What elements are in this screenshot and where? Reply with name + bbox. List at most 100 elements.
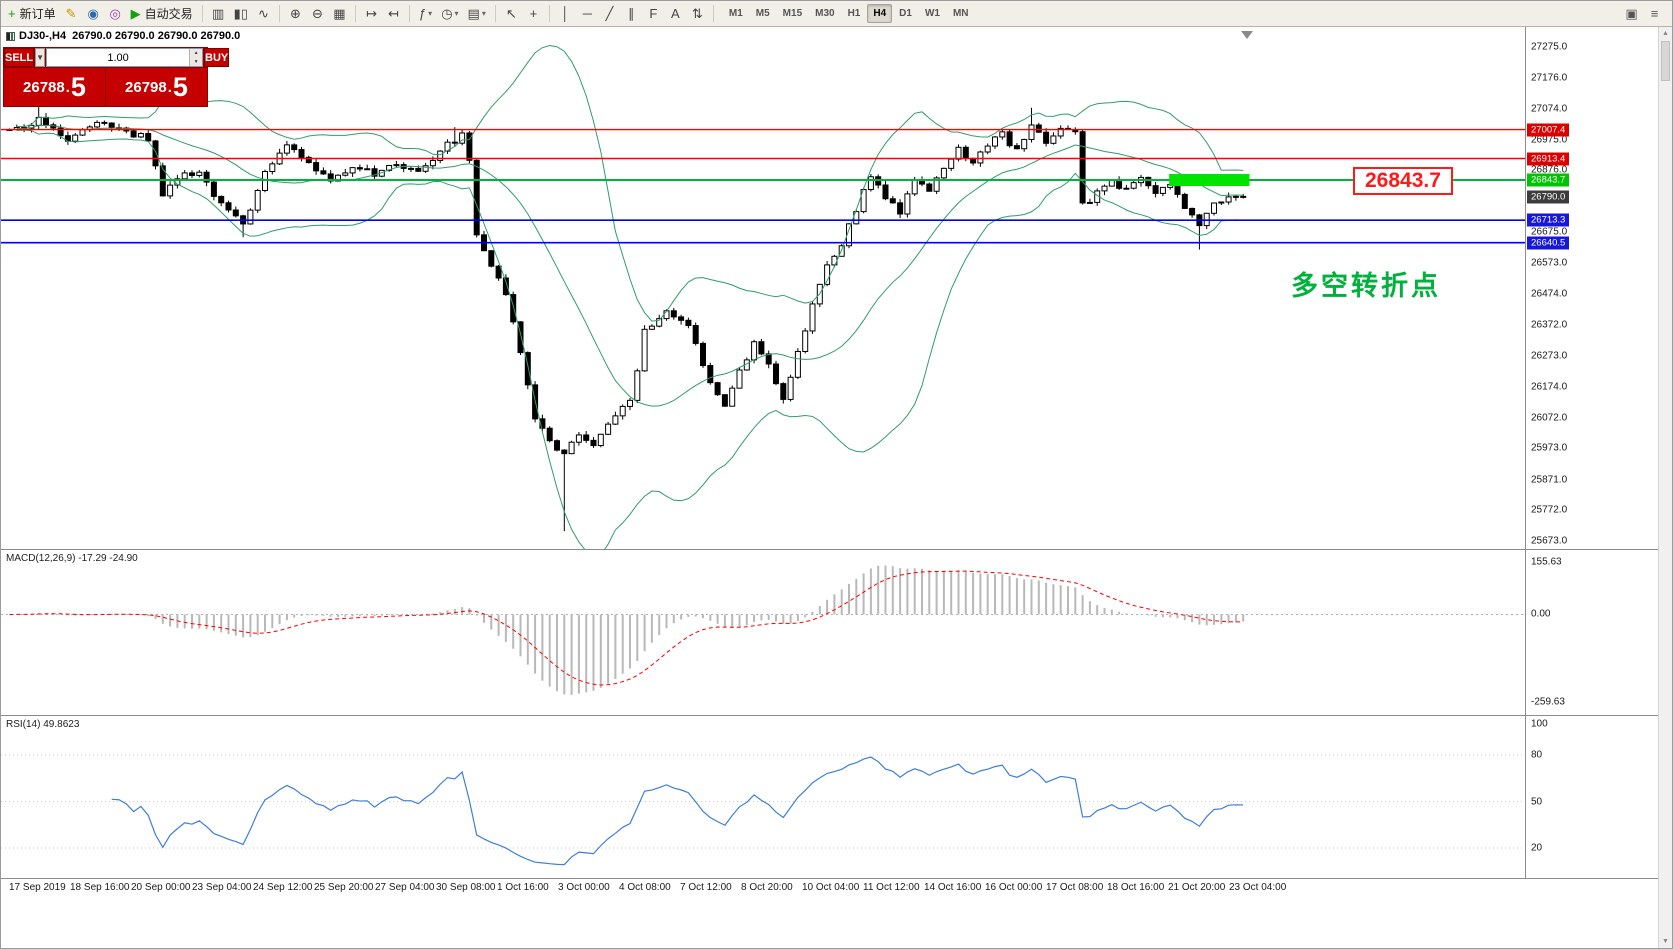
volume-dropdown-button[interactable]: ▼ <box>35 48 46 67</box>
sell-price-main: 26788 <box>23 78 65 96</box>
scroll-down-button[interactable]: ▼ <box>1662 938 1669 945</box>
data-window-icon[interactable]: ▣ <box>1621 3 1642 24</box>
indicators-icon[interactable]: ƒ ▾ <box>415 3 436 24</box>
time-axis-label: 8 Oct 20:00 <box>741 882 793 893</box>
auto-scroll-icon: ↦ <box>365 6 377 21</box>
time-axis-label: 23 Oct 04:00 <box>1229 882 1287 893</box>
templates-icon-dropdown-arrow: ▾ <box>481 9 486 18</box>
buy-button[interactable]: BUY <box>204 48 230 67</box>
periods-icon[interactable]: ◷ ▾ <box>437 3 462 24</box>
mql-editor-icon: ✎ <box>65 6 77 21</box>
price-axis-label: 26975.0 <box>1531 134 1568 145</box>
timeframe-m30[interactable]: M30 <box>809 4 840 23</box>
signals-icon: ◎ <box>109 6 121 21</box>
buy-price-dot: . <box>167 78 172 96</box>
zoom-out-icon[interactable]: ⊖ <box>307 3 328 24</box>
fibonacci-icon: F <box>649 6 658 21</box>
trade-panel-controls: SELL ▼ ▲ ▼ BUY <box>4 48 230 67</box>
chart-plot[interactable] <box>1 27 1525 549</box>
toolbar-right: ▣ ≡ <box>1621 3 1669 24</box>
crosshair-icon[interactable]: + <box>523 3 544 24</box>
volume-decrease-button[interactable]: ▼ <box>190 57 203 66</box>
horizontal-line-icon[interactable]: ─ <box>577 3 598 24</box>
arrows-icon: ⇅ <box>691 6 703 21</box>
price-tag-26843.7: 26843.7 <box>1527 173 1570 187</box>
periods-icon-dropdown-arrow: ▾ <box>454 9 459 18</box>
volume-input[interactable] <box>47 49 190 66</box>
timeframe-m15[interactable]: M15 <box>777 4 808 23</box>
toolbar-separator <box>712 5 714 22</box>
buy-price-main: 26798 <box>125 78 167 96</box>
channel-icon[interactable]: ∥ <box>621 3 642 24</box>
macd-plot[interactable] <box>1 550 1525 715</box>
mql-editor-icon[interactable]: ✎ <box>61 3 82 24</box>
timeframe-w1[interactable]: W1 <box>919 4 946 23</box>
highlight-rectangle[interactable] <box>1169 173 1250 186</box>
templates-icon[interactable]: ▤ ▾ <box>464 3 490 24</box>
vertical-line-icon[interactable]: │ <box>555 3 576 24</box>
time-axis-label: 4 Oct 08:00 <box>619 882 671 893</box>
auto-trading-button[interactable]: ▶ 自动交易 <box>127 3 197 24</box>
rsi-panel[interactable]: RSI(14) 49.8623 100 80 50 20 <box>1 716 1660 879</box>
time-axis-label: 16 Oct 00:00 <box>985 882 1043 893</box>
tile-windows-icon[interactable]: ▦ <box>329 3 350 24</box>
candlestick-mode-icon[interactable]: ▮▯ <box>230 3 252 24</box>
macd-signal-line <box>9 570 1244 686</box>
fibonacci-icon[interactable]: F <box>643 3 664 24</box>
bar-chart-mode-icon[interactable]: ▥ <box>208 3 229 24</box>
auto-scroll-icon[interactable]: ↦ <box>361 3 382 24</box>
text-label-icon[interactable]: A <box>665 3 686 24</box>
cursor-icon[interactable]: ↖ <box>501 3 522 24</box>
sell-price-fraction: 5 <box>70 71 86 102</box>
time-axis[interactable]: 17 Sep 2019 18 Sep 16:00 20 Sep 00:00 23 Se… <box>1 879 1525 896</box>
volume-box: ▲ ▼ <box>46 48 204 67</box>
time-axis-label: 18 Oct 16:00 <box>1107 882 1165 893</box>
chart-shift-icon[interactable]: ↤ <box>383 3 404 24</box>
scroll-up-button[interactable]: ▲ <box>1662 30 1669 37</box>
sell-button[interactable]: SELL <box>4 48 35 67</box>
timeframe-m5[interactable]: M5 <box>750 4 776 23</box>
timeframe-mn[interactable]: MN <box>947 4 975 23</box>
scrollbar-thumb[interactable] <box>1661 41 1670 81</box>
one-click-trading-panel: SELL ▼ ▲ ▼ BUY 26788.5 <box>3 47 230 107</box>
macd-axis-label: 155.63 <box>1531 556 1562 568</box>
signals-icon[interactable]: ◎ <box>105 3 126 24</box>
line-chart-mode-icon[interactable]: ∿ <box>253 3 274 24</box>
macd-panel[interactable]: MACD(12,26,9) -17.29 -24.90 155.63 0.00 -2… <box>1 550 1660 716</box>
timeframe-h1[interactable]: H1 <box>842 4 867 23</box>
timeframe-m1[interactable]: M1 <box>723 4 749 23</box>
toolbar-separator <box>494 5 496 22</box>
rsi-line <box>111 756 1244 866</box>
scroll-to-end-marker[interactable] <box>1241 31 1253 39</box>
new-order-button[interactable]: + 新订单 <box>4 3 60 24</box>
toolbar: + 新订单 ✎ ◉ ◎ ▶ 自动交易 ▥ ▮▯ ∿ ⊕ ⊖ ▦ ↦ ↤ ƒ ▾ ◷ ▾ ▤ ▾ ↖ + │ ─ ╱ ∥ F A ⇅ M1 M… <box>1 1 1672 27</box>
buy-price[interactable]: 26798. 5 <box>106 68 207 106</box>
rsi-label: RSI(14) 49.8623 <box>6 719 80 730</box>
trendline-icon[interactable]: ╱ <box>599 3 620 24</box>
zoom-in-icon[interactable]: ⊕ <box>285 3 306 24</box>
arrows-icon[interactable]: ⇅ <box>687 3 708 24</box>
navigator-icon[interactable]: ≡ <box>1644 3 1665 24</box>
time-axis-label: 14 Oct 16:00 <box>924 882 982 893</box>
macd-axis[interactable]: 155.63 0.00 -259.63 <box>1525 550 1658 715</box>
indicators-icon: ƒ <box>418 6 427 21</box>
buy-price-fraction: 5 <box>172 71 188 102</box>
toolbar-separator <box>548 5 550 22</box>
price-tag-26640.5: 26640.5 <box>1527 236 1570 250</box>
main-chart-panel[interactable]: DJ30-,H4 26790.0 26790.0 26790.0 26790.0… <box>1 27 1660 550</box>
volume-increase-button[interactable]: ▲ <box>190 49 203 58</box>
price-axis-label: 27176.0 <box>1531 72 1568 84</box>
timeframe-h4[interactable]: H4 <box>867 4 893 23</box>
tile-windows-icon: ▦ <box>333 6 346 21</box>
price-callout[interactable]: 26843.7 <box>1353 167 1453 195</box>
rsi-plot[interactable] <box>1 716 1525 878</box>
vertical-scrollbar[interactable]: ▲ ▼ <box>1658 27 1672 948</box>
market-watch-icon[interactable]: ◉ <box>83 3 104 24</box>
chart-shift-icon: ↤ <box>387 6 399 21</box>
chart-price-axis[interactable]: 27275.027176.027074.026975.026876.026775… <box>1525 27 1658 549</box>
rsi-axis[interactable]: 100 80 50 20 <box>1525 716 1658 878</box>
sell-price-dot: . <box>65 78 70 96</box>
new-order-icon: + <box>8 6 16 21</box>
timeframe-d1[interactable]: D1 <box>893 4 918 23</box>
sell-price[interactable]: 26788. 5 <box>4 68 105 106</box>
